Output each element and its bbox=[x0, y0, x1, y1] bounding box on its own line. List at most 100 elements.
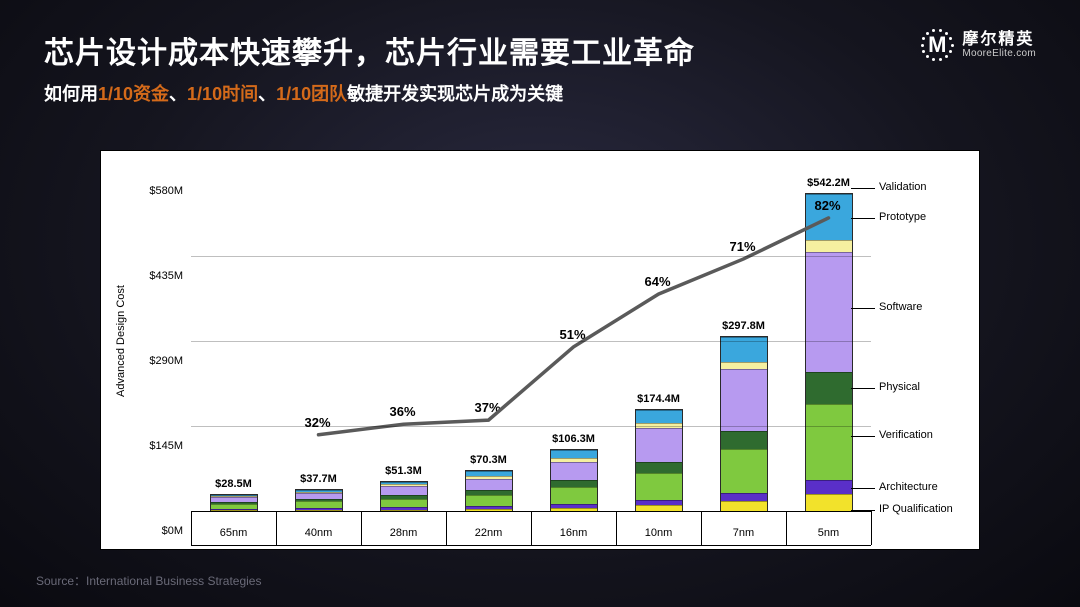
legend-item: Architecture bbox=[875, 481, 938, 493]
legend-item: Verification bbox=[875, 429, 933, 441]
x-tick-label: 10nm bbox=[629, 521, 689, 539]
legend-connector bbox=[851, 308, 876, 309]
bar-stack bbox=[465, 470, 513, 511]
y-axis: $0M$145M$290M$435M$580M bbox=[101, 171, 191, 511]
trend-pct-label: 37% bbox=[475, 400, 501, 415]
bar-segment-software bbox=[636, 428, 682, 462]
subtitle-part: 敏捷开发实现芯片成为关键 bbox=[347, 84, 563, 104]
trend-pct-label: 36% bbox=[390, 404, 416, 419]
subtitle-accent: 1/10时间 bbox=[187, 84, 258, 104]
brand-logo: M 摩尔精英 MooreElite.com bbox=[920, 28, 1036, 62]
x-divider bbox=[191, 511, 192, 545]
bar-segment-ip bbox=[806, 494, 852, 512]
legend-item: IP Qualification bbox=[875, 503, 953, 515]
x-divider bbox=[701, 511, 702, 545]
bar-segment-prototype bbox=[806, 240, 852, 252]
gridline bbox=[191, 256, 871, 257]
legend-label: Physical bbox=[875, 381, 920, 393]
x-tick-label: 40nm bbox=[289, 521, 349, 539]
legend-item: Physical bbox=[875, 381, 920, 393]
legend-item: Prototype bbox=[875, 211, 926, 223]
legend-label: Verification bbox=[875, 429, 933, 441]
page-title: 芯片设计成本快速攀升，芯片行业需要工业革命 bbox=[44, 28, 695, 72]
bar-segment-physical bbox=[636, 462, 682, 474]
source-citation: Source：International Business Strategies bbox=[36, 572, 261, 589]
y-tick: $0M bbox=[162, 525, 183, 537]
trend-pct-label: 82% bbox=[815, 198, 841, 213]
bar-stack bbox=[635, 409, 683, 511]
legend-label: Software bbox=[875, 301, 922, 313]
bar-segment-software bbox=[466, 479, 512, 491]
bar-segment-physical bbox=[806, 372, 852, 404]
logo-letter: M bbox=[928, 32, 946, 58]
legend-connector bbox=[851, 436, 876, 437]
trend-pct-label: 32% bbox=[305, 415, 331, 430]
y-tick: $290M bbox=[149, 355, 183, 367]
bar-segment-validation bbox=[636, 410, 682, 423]
x-divider bbox=[361, 511, 362, 545]
subtitle-accent: 1/10资金 bbox=[98, 84, 169, 104]
x-divider bbox=[786, 511, 787, 545]
subtitle-accent: 1/10团队 bbox=[276, 84, 347, 104]
legend-connector bbox=[851, 488, 876, 489]
logo-en: MooreElite.com bbox=[962, 48, 1036, 59]
x-tick-label: 7nm bbox=[714, 521, 774, 539]
bar-segment-verification bbox=[551, 487, 597, 503]
logo-icon: M bbox=[920, 28, 954, 62]
x-divider bbox=[871, 511, 872, 545]
x-tick-label: 28nm bbox=[374, 521, 434, 539]
bar-segment-verification bbox=[466, 495, 512, 506]
trend-pct-label: 71% bbox=[730, 239, 756, 254]
bar-stack bbox=[805, 193, 853, 511]
bar-segment-verification bbox=[806, 404, 852, 480]
x-tick-label: 22nm bbox=[459, 521, 519, 539]
bar-total-label: $106.3M bbox=[552, 433, 595, 445]
bar-stack bbox=[380, 481, 428, 511]
bar-segment-software bbox=[381, 486, 427, 495]
gridline bbox=[191, 426, 871, 427]
bar-segment-physical bbox=[551, 480, 597, 487]
legend-label: Architecture bbox=[875, 481, 938, 493]
bar-stack bbox=[720, 336, 768, 511]
bar-segment-verification bbox=[296, 501, 342, 508]
bar-segment-architecture bbox=[806, 480, 852, 494]
bar-segment-software bbox=[806, 252, 852, 372]
bar-total-label: $297.8M bbox=[722, 320, 765, 332]
logo-cn: 摩尔精英 bbox=[962, 31, 1036, 49]
x-divider bbox=[276, 511, 277, 545]
y-tick: $435M bbox=[149, 270, 183, 282]
bar-total-label: $542.2M bbox=[807, 177, 850, 189]
bar-total-label: $51.3M bbox=[385, 465, 422, 477]
subtitle-part: 如何用 bbox=[44, 84, 98, 104]
bar-stack bbox=[295, 489, 343, 511]
legend-label: Validation bbox=[875, 181, 927, 193]
bar-segment-architecture bbox=[721, 493, 767, 501]
x-divider bbox=[446, 511, 447, 545]
legend-label: IP Qualification bbox=[875, 503, 953, 515]
bar-segment-software bbox=[721, 369, 767, 431]
x-tick-label: 65nm bbox=[204, 521, 264, 539]
x-tick-label: 5nm bbox=[799, 521, 859, 539]
legend-item: Software bbox=[875, 301, 922, 313]
bar-total-label: $174.4M bbox=[637, 393, 680, 405]
bar-segment-physical bbox=[721, 431, 767, 450]
legend: Validation Prototype Software Physical Verif… bbox=[875, 181, 965, 511]
bar-total-label: $70.3M bbox=[470, 454, 507, 466]
bar-segment-verification bbox=[721, 449, 767, 493]
subtitle: 如何用1/10资金、1/10时间、1/10团队敏捷开发实现芯片成为关键 bbox=[44, 80, 563, 106]
bar-segment-verification bbox=[636, 473, 682, 499]
x-divider bbox=[616, 511, 617, 545]
source-text: International Business Strategies bbox=[86, 574, 261, 588]
x-tick-label: 16nm bbox=[544, 521, 604, 539]
bar-stack bbox=[210, 494, 258, 511]
source-label: Source： bbox=[36, 574, 86, 588]
legend-connector bbox=[851, 218, 876, 219]
subtitle-sep: 、 bbox=[169, 84, 187, 104]
gridline bbox=[191, 341, 871, 342]
legend-label: Prototype bbox=[875, 211, 926, 223]
subtitle-sep: 、 bbox=[258, 84, 276, 104]
bar-stack bbox=[550, 449, 598, 511]
bar-total-label: $28.5M bbox=[215, 478, 252, 490]
bar-segment-prototype bbox=[721, 362, 767, 369]
legend-connector bbox=[851, 188, 876, 189]
